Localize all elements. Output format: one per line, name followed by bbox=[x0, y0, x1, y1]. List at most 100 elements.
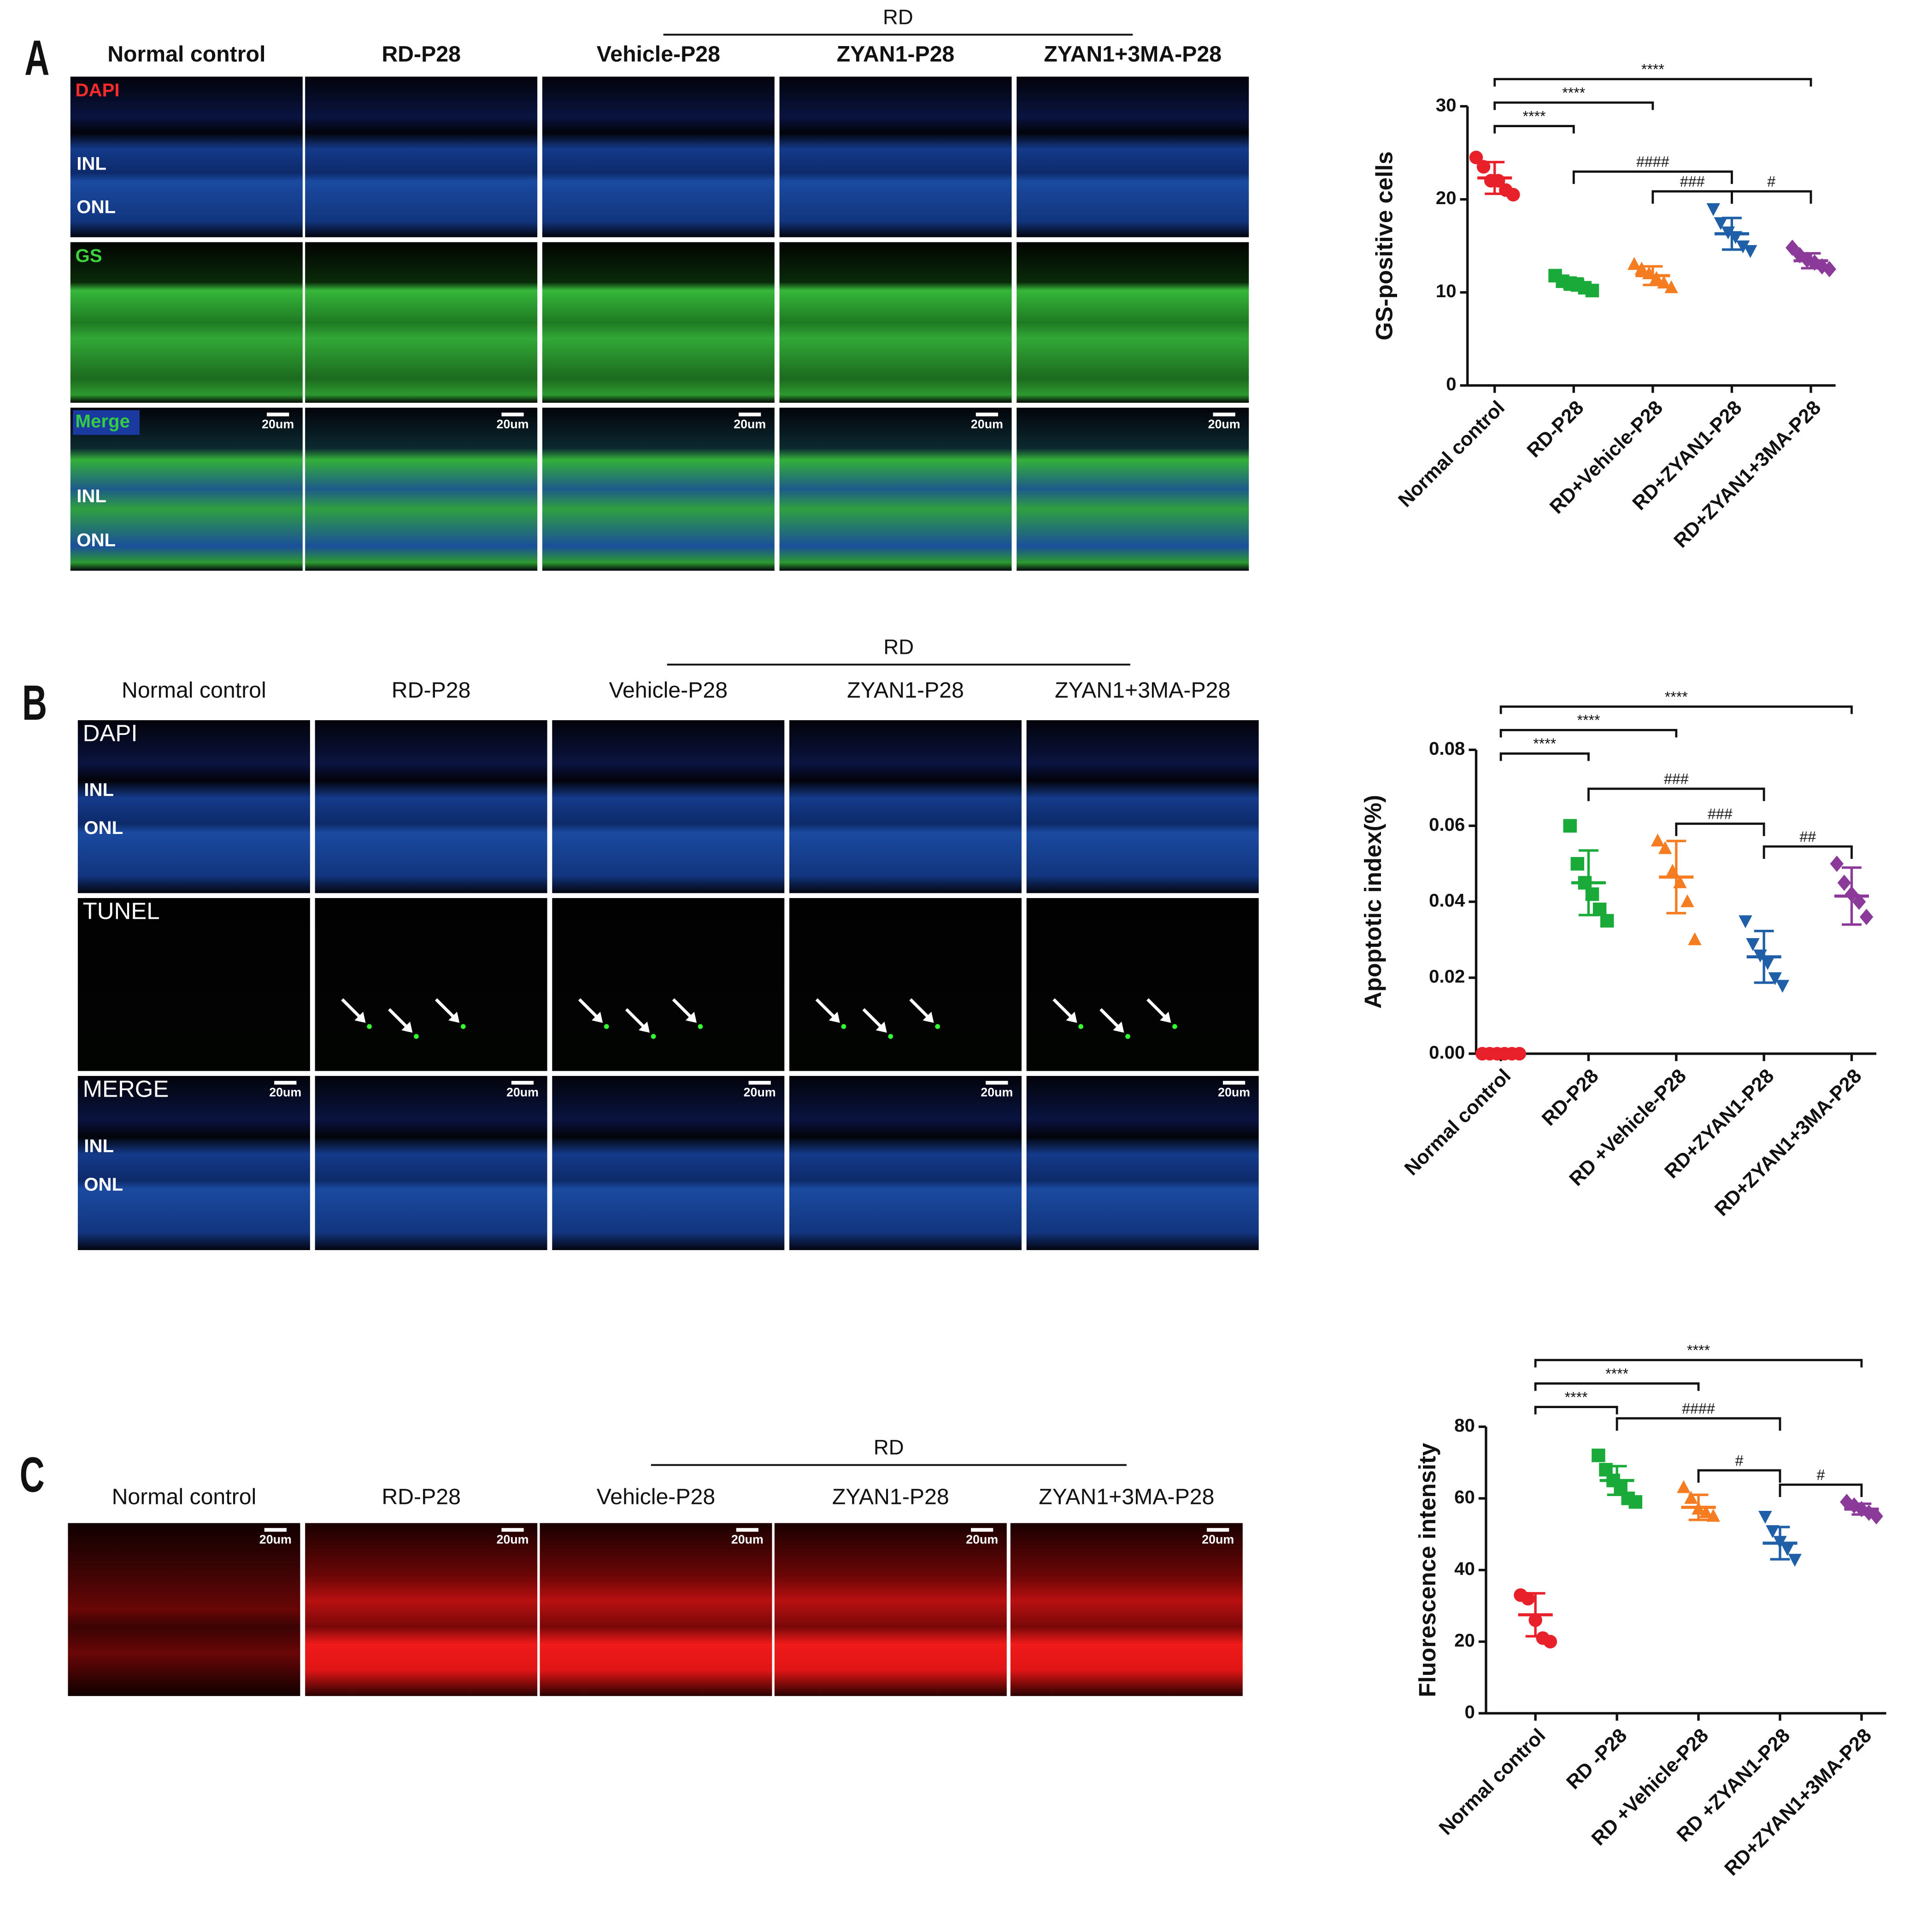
micrograph bbox=[779, 242, 1012, 403]
data-point bbox=[1658, 841, 1672, 854]
tunel-dot bbox=[1078, 1024, 1084, 1029]
scale-bar-label: 20um bbox=[497, 417, 529, 431]
micrograph bbox=[305, 1523, 538, 1696]
micrograph bbox=[540, 1523, 772, 1696]
arrow-head bbox=[592, 1011, 603, 1023]
micrograph bbox=[552, 898, 785, 1071]
scale-bar-label: 20um bbox=[269, 1086, 301, 1099]
significance-bracket bbox=[1616, 1417, 1781, 1431]
column-header: RD-P28 bbox=[382, 42, 461, 67]
tunel-dot bbox=[888, 1034, 893, 1039]
scale-bar-label: 20um bbox=[734, 417, 766, 431]
x-tick-label: RD+ZYAN1+3MA-P28 bbox=[1720, 1724, 1876, 1880]
significance-bracket bbox=[1675, 822, 1765, 836]
arrow-head bbox=[1113, 1022, 1124, 1033]
tunel-dot bbox=[841, 1024, 846, 1029]
data-point bbox=[1859, 909, 1874, 925]
significance-bracket bbox=[1493, 125, 1575, 134]
significance-label: **** bbox=[1641, 61, 1665, 77]
micrograph bbox=[1026, 1076, 1259, 1251]
y-tick-label: 0.08 bbox=[1429, 738, 1465, 759]
y-tick-label: 0 bbox=[1464, 1702, 1475, 1722]
significance-bracket bbox=[1731, 190, 1812, 204]
column-header: Vehicle-P28 bbox=[609, 678, 728, 703]
micrograph bbox=[305, 76, 538, 237]
data-point bbox=[1743, 245, 1757, 258]
layer-label: ONL bbox=[84, 817, 123, 838]
data-point bbox=[1746, 938, 1760, 951]
significance-label: ## bbox=[1799, 828, 1816, 845]
scale-bar-label: 20um bbox=[506, 1086, 539, 1099]
micrograph bbox=[305, 242, 538, 403]
arrow-head bbox=[1160, 1011, 1171, 1023]
data-point bbox=[1688, 932, 1702, 945]
data-point bbox=[1830, 855, 1844, 872]
arrow bbox=[625, 1008, 647, 1030]
scale-bar bbox=[501, 412, 524, 417]
data-point bbox=[1677, 1480, 1691, 1493]
significance-bracket bbox=[1572, 170, 1733, 184]
row-label: Merge bbox=[76, 411, 130, 432]
significance-label: **** bbox=[1533, 735, 1557, 752]
arrow bbox=[909, 998, 931, 1021]
significance-bracket bbox=[1779, 1483, 1863, 1497]
x-tick-label: RD -P28 bbox=[1562, 1724, 1631, 1793]
column-header: RD-P28 bbox=[392, 678, 471, 703]
micrograph bbox=[1016, 407, 1249, 571]
arrow bbox=[862, 1008, 885, 1030]
column-header: Normal control bbox=[112, 1485, 257, 1509]
data-point bbox=[1476, 160, 1491, 174]
significance-label: **** bbox=[1565, 1389, 1588, 1405]
tunel-dot bbox=[460, 1024, 466, 1029]
significance-label: **** bbox=[1562, 84, 1586, 101]
column-header: RD-P28 bbox=[382, 1485, 461, 1509]
data-point bbox=[1706, 1509, 1720, 1522]
significance-label: ### bbox=[1680, 173, 1705, 190]
data-point bbox=[1840, 1493, 1854, 1510]
layer-label: INL bbox=[76, 153, 106, 174]
micrograph bbox=[542, 76, 775, 237]
data-point bbox=[1706, 203, 1720, 217]
data-point bbox=[1758, 1510, 1772, 1524]
data-point bbox=[1469, 151, 1483, 164]
scale-bar-label: 20um bbox=[1202, 1533, 1234, 1546]
y-tick-label: 20 bbox=[1436, 188, 1457, 208]
data-point bbox=[1768, 972, 1782, 986]
scale-bar-label: 20um bbox=[1218, 1086, 1250, 1099]
group-label: RD bbox=[874, 1436, 904, 1459]
micrograph bbox=[315, 1076, 547, 1251]
x-tick-label: RD+ZYAN1+3MA-P28 bbox=[1669, 397, 1825, 552]
arrow-head bbox=[1066, 1011, 1077, 1023]
group-label: RD bbox=[883, 5, 913, 29]
data-point bbox=[1793, 247, 1807, 264]
layer-label: ONL bbox=[84, 1174, 123, 1195]
significance-label: ### bbox=[1708, 805, 1733, 822]
arrow-head bbox=[828, 1011, 840, 1023]
significance-bracket bbox=[1697, 1469, 1781, 1483]
y-axis-label: Apoptotic index(%) bbox=[1360, 795, 1386, 1009]
significance-label: **** bbox=[1665, 688, 1688, 705]
data-point bbox=[1739, 915, 1752, 928]
arrow-head bbox=[401, 1022, 413, 1033]
layer-label: INL bbox=[84, 780, 114, 800]
row-label: DAPI bbox=[76, 80, 120, 100]
micrograph bbox=[779, 76, 1012, 237]
significance-label: ### bbox=[1664, 771, 1689, 787]
data-point bbox=[1563, 819, 1577, 833]
data-point bbox=[1627, 257, 1641, 270]
arrow bbox=[672, 998, 694, 1021]
layer-label: INL bbox=[76, 486, 106, 506]
y-tick-label: 30 bbox=[1436, 94, 1457, 115]
scale-bar bbox=[274, 1081, 297, 1085]
data-point bbox=[1714, 217, 1728, 230]
x-tick-label: Normal control bbox=[1435, 1724, 1550, 1839]
micrograph bbox=[1016, 242, 1249, 403]
data-point bbox=[1506, 188, 1520, 202]
arrow bbox=[1146, 998, 1169, 1021]
row-label: DAPI bbox=[83, 720, 138, 746]
significance-bracket bbox=[1587, 787, 1765, 801]
micrograph bbox=[774, 1523, 1007, 1696]
scale-bar bbox=[501, 1528, 524, 1532]
scale-bar bbox=[1213, 412, 1235, 417]
